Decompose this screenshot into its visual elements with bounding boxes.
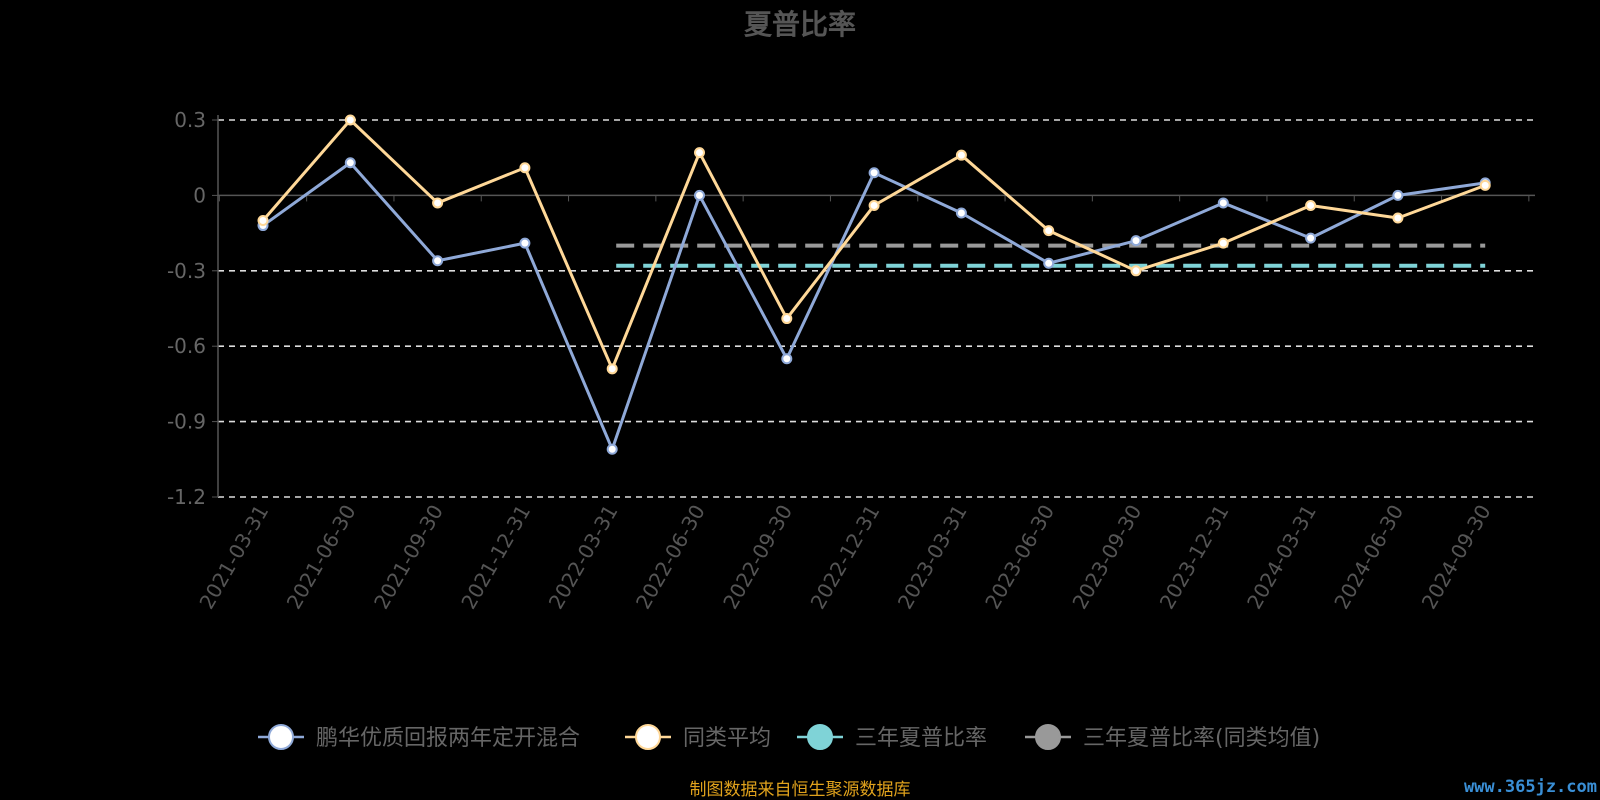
- y-tick-label: -0.3: [167, 259, 206, 283]
- x-tick-label: 2023-06-30: [980, 501, 1059, 614]
- series-layer: [257, 114, 1491, 455]
- legend[interactable]: 鹏华优质回报两年定开混合 同类平均 三年夏普比率 三年夏普比率(同类均值): [258, 724, 1320, 751]
- x-tick-label: 2022-09-30: [718, 501, 797, 614]
- x-tick-label: 2023-12-31: [1155, 501, 1234, 614]
- y-tick-label: -1.2: [167, 485, 206, 509]
- data-point-1-4: [606, 363, 618, 375]
- x-tick-label: 2022-03-31: [544, 501, 623, 614]
- data-point-0-6: [781, 353, 793, 365]
- y-tick-label: -0.6: [167, 334, 206, 358]
- x-tick-label: 2023-09-30: [1067, 501, 1146, 614]
- data-point-1-12: [1305, 199, 1317, 211]
- data-point-0-13: [1392, 189, 1404, 201]
- data-point-1-0: [257, 215, 269, 227]
- data-point-1-11: [1217, 237, 1229, 249]
- x-tick-label: 2022-12-31: [806, 501, 885, 614]
- legend-item-1[interactable]: 同类平均: [625, 724, 771, 751]
- chart-title: 夏普比率: [744, 8, 856, 41]
- x-tick-label: 2024-06-30: [1329, 501, 1408, 614]
- data-point-1-14: [1479, 179, 1491, 191]
- x-axis-ticks: 2021-03-31 2021-06-30 2021-09-30 2021-12-31…: [194, 500, 1495, 613]
- data-point-0-4: [606, 443, 618, 455]
- x-tick-label: 2022-06-30: [631, 501, 710, 614]
- data-point-1-13: [1392, 212, 1404, 224]
- y-tick-label: 0: [193, 183, 206, 207]
- y-tick-label: 0.3: [174, 108, 206, 132]
- data-point-1-3: [519, 162, 531, 174]
- x-tick-label: 2023-03-31: [893, 501, 972, 614]
- x-tick-label: 2024-09-30: [1417, 501, 1496, 614]
- source-footnote: 制图数据来自恒生聚源数据库: [690, 780, 911, 800]
- data-point-1-5: [694, 147, 705, 159]
- watermark: www.365jz.com: [1464, 777, 1597, 797]
- x-tick-label: 2021-06-30: [282, 501, 361, 614]
- legend-marker: [1035, 724, 1061, 750]
- x-tick-label: 2024-03-31: [1242, 501, 1321, 614]
- x-tick-label: 2021-12-31: [456, 501, 535, 614]
- data-point-1-2: [432, 197, 444, 209]
- legend-item-3[interactable]: 三年夏普比率(同类均值): [1025, 724, 1320, 751]
- data-point-0-9: [1043, 257, 1055, 269]
- data-point-0-10: [1130, 235, 1142, 247]
- data-point-0-5: [694, 189, 705, 201]
- y-axis-ticks: 0.3 0 -0.3 -0.6 -0.9 -1.2: [167, 108, 206, 509]
- data-point-0-7: [868, 167, 880, 179]
- data-point-0-2: [432, 255, 444, 267]
- data-point-1-7: [868, 199, 880, 211]
- data-point-1-9: [1043, 225, 1055, 237]
- legend-marker: [635, 724, 661, 750]
- data-point-1-8: [955, 149, 967, 161]
- data-point-0-12: [1305, 232, 1317, 244]
- legend-label: 鹏华优质回报两年定开混合: [316, 726, 580, 751]
- data-point-1-1: [344, 114, 356, 126]
- data-point-0-1: [344, 157, 356, 169]
- legend-item-2[interactable]: 三年夏普比率: [797, 724, 987, 751]
- data-point-0-8: [955, 207, 967, 219]
- data-point-0-3: [519, 237, 531, 249]
- y-tick-label: -0.9: [167, 410, 206, 434]
- data-point-1-10: [1130, 265, 1142, 277]
- legend-marker: [807, 724, 833, 750]
- legend-item-0[interactable]: 鹏华优质回报两年定开混合: [258, 724, 580, 751]
- legend-marker: [268, 724, 294, 750]
- legend-label: 三年夏普比率(同类均值): [1083, 726, 1320, 751]
- data-point-1-6: [781, 313, 793, 325]
- legend-label: 三年夏普比率: [855, 726, 987, 751]
- x-tick-label: 2021-09-30: [369, 500, 448, 613]
- data-point-0-11: [1217, 197, 1229, 209]
- legend-label: 同类平均: [683, 726, 771, 751]
- x-tick-label: 2021-03-31: [194, 501, 273, 614]
